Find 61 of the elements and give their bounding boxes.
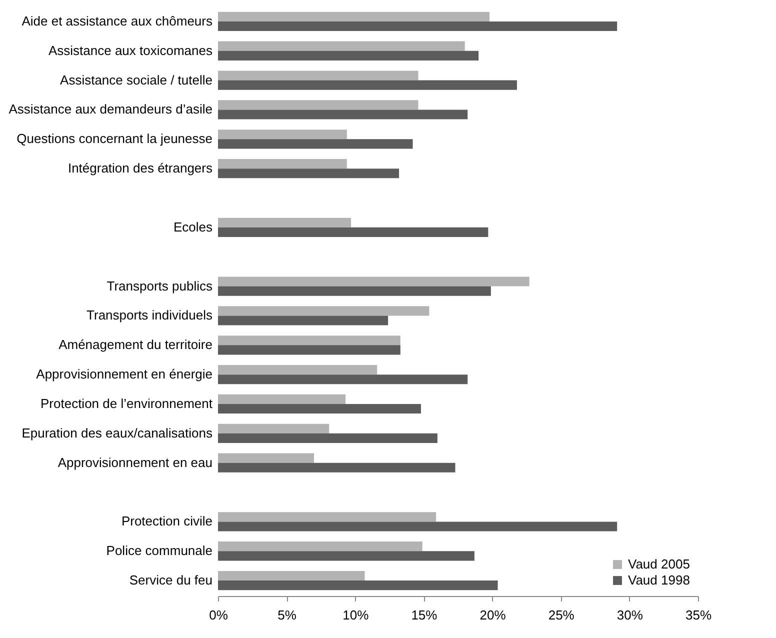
x-tick-label: 25% bbox=[548, 608, 575, 622]
bar bbox=[218, 276, 530, 286]
bar bbox=[218, 306, 430, 316]
bar bbox=[218, 365, 378, 375]
y-tick-label: Service du feu bbox=[129, 572, 212, 588]
x-tick-label: 5% bbox=[278, 608, 297, 622]
bar bbox=[218, 570, 365, 581]
bar bbox=[218, 394, 346, 404]
bar bbox=[218, 70, 418, 80]
bar bbox=[218, 100, 418, 110]
bar bbox=[218, 512, 436, 522]
y-tick-label: Transports individuels bbox=[86, 308, 213, 323]
bar bbox=[218, 453, 314, 463]
bar bbox=[218, 21, 618, 32]
y-tick-label: Transports publics bbox=[106, 278, 213, 294]
y-tick-label: Approvisionnement en énergie bbox=[36, 366, 212, 382]
bar bbox=[218, 139, 413, 149]
y-tick-label: Protection de l’environnement bbox=[40, 396, 213, 411]
y-tick-label: Approvisionnement en eau bbox=[58, 454, 212, 470]
x-tick-label: 30% bbox=[616, 608, 644, 622]
y-tick-label: Intégration des étrangers bbox=[68, 160, 213, 176]
bar bbox=[218, 12, 490, 22]
bar bbox=[218, 551, 474, 561]
bar bbox=[218, 580, 498, 590]
bar bbox=[218, 227, 488, 237]
legend-label: Vaud 2005 bbox=[628, 556, 690, 572]
y-tick-label: Assistance sociale / tutelle bbox=[60, 72, 212, 88]
bar bbox=[218, 110, 468, 120]
y-tick-label: Assistance aux demandeurs d’asile bbox=[8, 102, 212, 117]
bar bbox=[218, 286, 491, 296]
bar bbox=[218, 50, 479, 60]
bar bbox=[218, 345, 400, 355]
bar bbox=[218, 218, 352, 228]
x-tick-label: 20% bbox=[480, 608, 506, 622]
bar bbox=[218, 433, 438, 443]
y-tick-label: Ecoles bbox=[173, 219, 213, 234]
y-tick-label: Questions concernant la jeunesse bbox=[16, 131, 212, 146]
bar bbox=[218, 374, 468, 384]
x-tick-label: 10% bbox=[342, 608, 370, 622]
y-tick-label: Police communale bbox=[106, 543, 212, 558]
bar bbox=[218, 542, 422, 552]
bar bbox=[218, 462, 456, 472]
bar bbox=[218, 336, 400, 346]
x-tick-label: 15% bbox=[411, 608, 438, 622]
x-tick-label: 35% bbox=[685, 608, 712, 622]
x-tick-label: 0% bbox=[209, 608, 228, 622]
bar bbox=[218, 168, 400, 178]
bar bbox=[218, 130, 347, 140]
bar bbox=[218, 424, 330, 434]
y-tick-label: Protection civile bbox=[121, 514, 212, 529]
y-tick-label: Epuration des eaux/canalisations bbox=[22, 425, 213, 440]
y-tick-label: Assistance aux toxicomanes bbox=[48, 42, 213, 58]
y-tick-label: Aide et assistance aux chômeurs bbox=[22, 13, 213, 28]
bar bbox=[218, 404, 421, 414]
bar bbox=[218, 316, 388, 326]
bar bbox=[218, 80, 517, 90]
legend-label: Vaud 1998 bbox=[628, 572, 690, 588]
bar bbox=[218, 522, 618, 532]
bar bbox=[218, 41, 465, 51]
bar bbox=[218, 159, 347, 169]
y-tick-label: Aménagement du territoire bbox=[58, 337, 212, 352]
